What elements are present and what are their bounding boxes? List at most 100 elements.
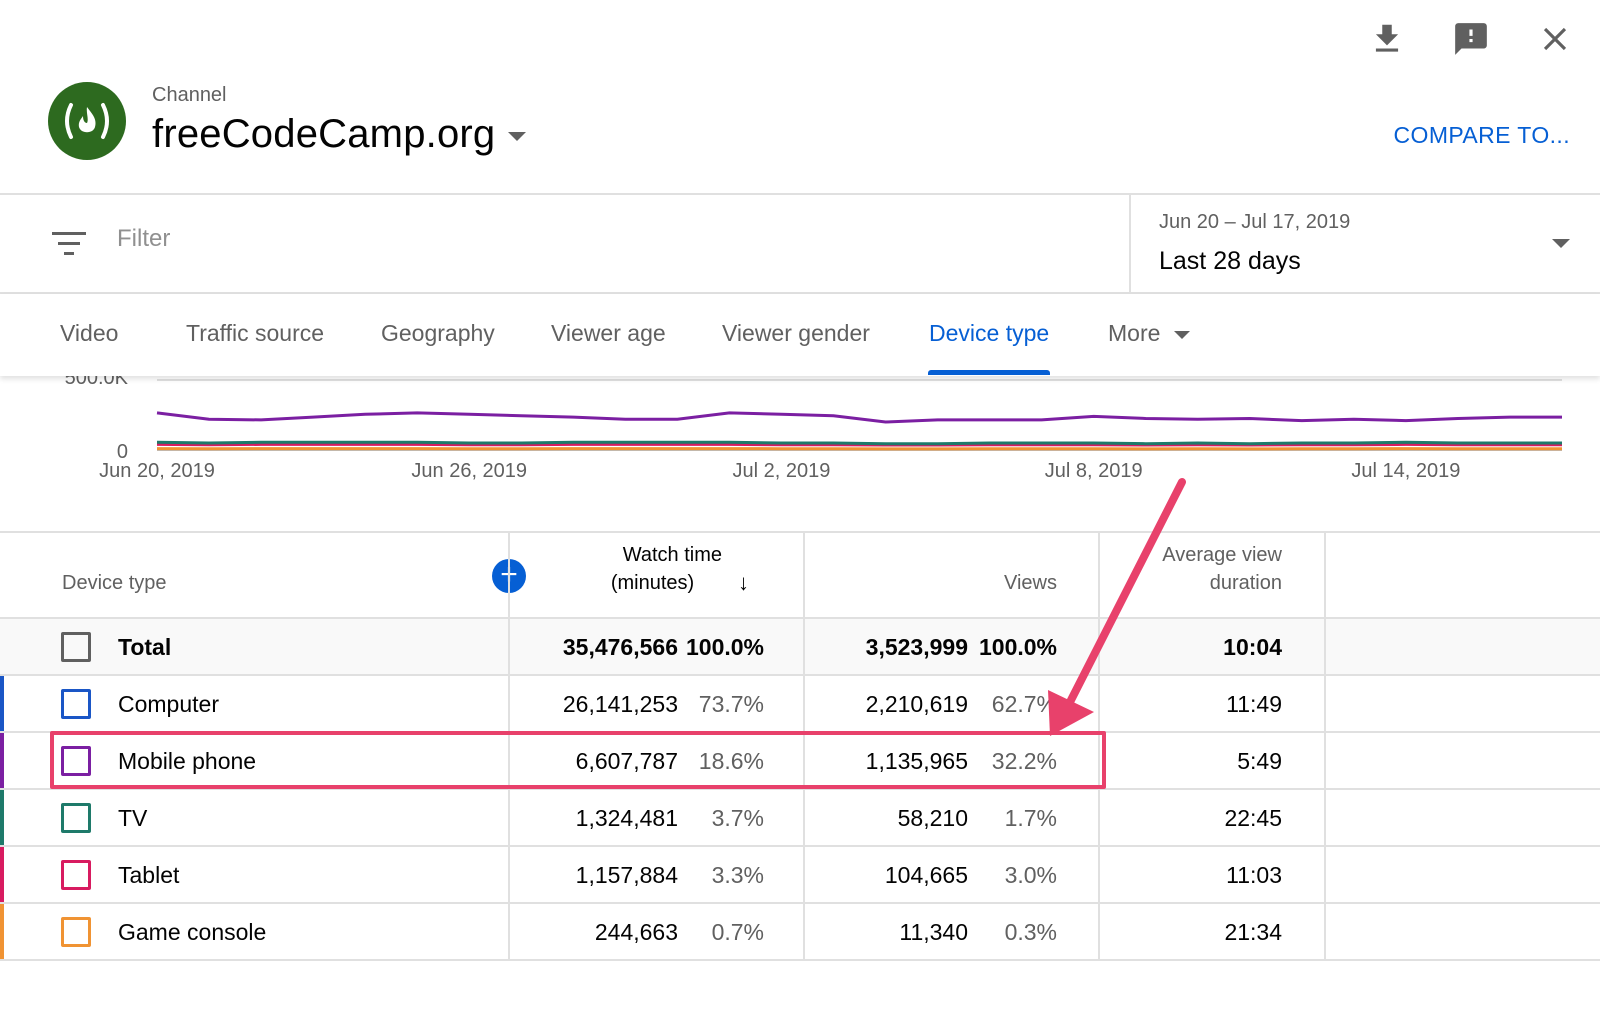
active-tab-indicator [928,370,1050,375]
watch-time-value: 35,476,566 [562,634,678,660]
column-header-avg-view-duration[interactable]: Average view duration [1162,541,1282,597]
table-row[interactable]: TV 1,324,481 3.7% 58,210 1.7% 22:45 [0,790,1600,847]
table-header: Device type + Watch time (minutes) ↓ Vie… [0,533,1600,619]
channel-header: Channel freeCodeCamp.org COMPARE TO... [0,0,1600,195]
device-type-table: Device type + Watch time (minutes) ↓ Vie… [0,531,1600,961]
watch-time-header-line2: (minutes) [610,572,695,594]
series-line-tv [156,440,1562,446]
x-tick-label: Jul 8, 2019 [1045,460,1143,482]
filter-bar: Filter Jun 20 – Jul 17, 2019 Last 28 day… [0,195,1600,294]
highlight-box [50,731,1106,789]
avg-view-duration-value: 10:04 [1223,634,1282,660]
tab-video[interactable]: Video [60,320,119,346]
views-percent: 3.0% [1004,862,1057,888]
chevron-down-icon [1174,330,1191,339]
date-range-label: Last 28 days [1159,247,1301,275]
x-tick-label: Jul 14, 2019 [1351,460,1460,482]
watch-time-value: 6,607,787 [575,748,678,774]
avg-header-line1: Average view [1162,544,1282,566]
device-name: TV [118,805,148,831]
channel-label: Channel [152,84,227,106]
series-color-stripe [0,904,4,959]
table-row[interactable]: Tablet 1,157,884 3.3% 104,665 3.0% 11:03 [0,847,1600,904]
date-dropdown-icon [1552,239,1570,248]
series-color-stripe [0,676,4,731]
watch-time-percent: 100.0% [685,634,764,660]
filter-icon[interactable] [52,229,86,259]
views-value: 3,523,999 [865,634,968,660]
date-range-picker[interactable]: Jun 20 – Jul 17, 2019 Last 28 days [1129,195,1600,294]
x-tick-label: Jun 20, 2019 [99,460,215,482]
feedback-icon[interactable] [1452,20,1490,58]
row-checkbox[interactable] [61,860,91,890]
watch-time-percent: 18.6% [698,748,764,774]
watch-time-value: 244,663 [594,919,678,945]
views-percent: 100.0% [978,634,1057,660]
row-checkbox[interactable] [61,632,91,662]
avg-view-duration-value: 5:49 [1237,748,1282,774]
table-row-total[interactable]: Total 35,476,566 100.0% 3,523,999 100.0% 10:0… [0,619,1600,676]
tab-viewer-gender[interactable]: Viewer gender [722,320,870,346]
column-divider [1098,533,1100,961]
series-color-stripe [0,790,4,845]
avg-view-duration-value: 22:45 [1224,805,1282,831]
y-tick-label: 500.0K [65,376,129,389]
views-value: 2,210,619 [865,691,968,717]
watch-time-percent: 73.7% [698,691,764,717]
avg-view-duration-value: 11:49 [1226,691,1282,717]
watch-time-value: 1,324,481 [575,805,678,831]
channel-avatar [48,82,126,160]
channel-dropdown-icon[interactable] [508,132,526,141]
filter-input[interactable]: Filter [117,225,171,252]
close-icon[interactable] [1536,20,1574,58]
views-value: 1,135,965 [865,748,968,774]
tab-more-label: More [1108,320,1161,346]
column-divider [508,533,510,961]
avg-header-line2: duration [1209,572,1282,594]
device-name: Game console [118,919,267,945]
table-row[interactable]: Game console 244,663 0.7% 11,340 0.3% 21:34 [0,904,1600,961]
row-checkbox[interactable] [61,689,91,719]
device-name: Total [118,634,172,660]
device-name: Computer [118,691,219,717]
download-icon[interactable] [1368,20,1406,58]
views-percent: 62.7% [991,691,1057,717]
column-header-watch-time[interactable]: Watch time (minutes) [611,541,722,597]
views-percent: 0.3% [1004,919,1057,945]
row-checkbox[interactable] [61,803,91,833]
compare-to-button[interactable]: COMPARE TO... [1393,122,1570,148]
sort-arrow-icon[interactable]: ↓ [738,570,749,595]
row-checkbox[interactable] [61,917,91,947]
column-divider [1324,533,1326,961]
fire-logo-icon [65,103,109,139]
top-icons [1368,20,1574,58]
column-divider [803,533,805,961]
date-range-text: Jun 20 – Jul 17, 2019 [1159,211,1351,233]
tab-traffic-source[interactable]: Traffic source [186,320,325,346]
series-line-mobile-phone [156,411,1562,424]
x-tick-label: Jul 2, 2019 [733,460,831,482]
column-header-device-type[interactable]: Device type [62,572,167,594]
channel-name[interactable]: freeCodeCamp.org [152,112,496,156]
views-value: 11,340 [899,919,968,945]
watch-time-percent: 3.7% [711,805,764,831]
device-name: Mobile phone [118,748,257,774]
table-body: Total 35,476,566 100.0% 3,523,999 100.0% 10:0… [0,619,1600,961]
tab-device-type[interactable]: Device type [929,320,1050,346]
views-value: 104,665 [884,862,968,888]
dimension-tabs: Video Traffic source Geography Viewer ag… [0,294,1600,376]
column-header-views[interactable]: Views [1004,572,1057,594]
views-percent: 1.7% [1004,805,1057,831]
watch-time-percent: 0.7% [711,919,764,945]
table-row[interactable]: Mobile phone 6,607,787 18.6% 1,135,965 32.2%… [0,733,1600,790]
views-percent: 32.2% [991,748,1057,774]
tab-geography[interactable]: Geography [381,320,495,346]
tab-viewer-age[interactable]: Viewer age [551,320,666,346]
tab-more[interactable]: More [1108,320,1191,347]
series-color-stripe [0,847,4,902]
watch-time-value: 26,141,253 [562,691,678,717]
table-row[interactable]: Computer 26,141,253 73.7% 2,210,619 62.7% 11:… [0,676,1600,733]
row-checkbox[interactable] [61,746,91,776]
avg-view-duration-value: 21:34 [1224,919,1282,945]
